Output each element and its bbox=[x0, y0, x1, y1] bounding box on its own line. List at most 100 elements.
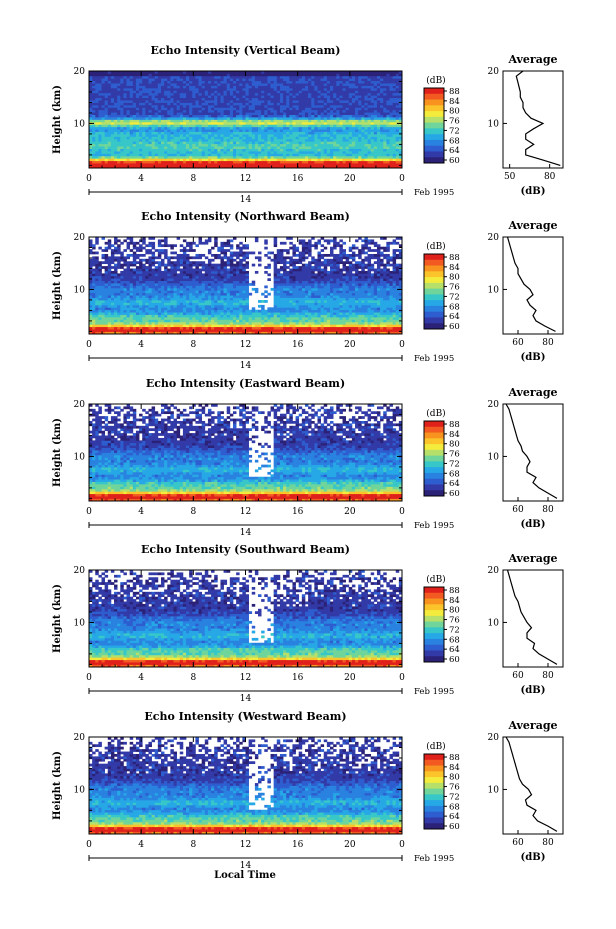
heatmap-cell bbox=[380, 146, 384, 149]
heatmap-cell bbox=[114, 80, 118, 84]
heatmap-cell bbox=[326, 92, 331, 96]
heatmap-cell bbox=[273, 124, 278, 128]
heatmap-cell bbox=[239, 312, 243, 315]
heatmap-cell bbox=[242, 165, 246, 169]
heatmap-cell bbox=[139, 319, 143, 323]
heatmap-cell bbox=[298, 317, 303, 320]
heatmap-cell bbox=[320, 85, 325, 89]
heatmap-cell bbox=[261, 85, 265, 89]
heatmap-cell bbox=[389, 326, 393, 330]
heatmap-cell bbox=[173, 146, 177, 149]
heatmap-cell bbox=[170, 155, 174, 159]
heatmap-cell bbox=[142, 71, 146, 74]
heatmap-cell bbox=[164, 114, 168, 118]
heatmap-cell bbox=[276, 114, 281, 118]
heatmap-cell bbox=[239, 119, 243, 123]
heatmap-cell bbox=[120, 121, 124, 125]
heatmap-cell bbox=[267, 73, 271, 77]
heatmap-cell bbox=[264, 143, 268, 147]
heatmap-cell bbox=[386, 324, 390, 328]
heatmap-cell bbox=[395, 314, 400, 318]
heatmap-cell bbox=[333, 75, 337, 79]
heatmap-cell bbox=[207, 71, 212, 74]
heatmap-cell bbox=[273, 319, 278, 323]
heatmap-cell bbox=[148, 319, 152, 323]
heatmap-cell bbox=[139, 155, 143, 159]
heatmap-cell bbox=[142, 73, 146, 77]
heatmap-cell bbox=[330, 329, 334, 332]
heatmap-cell bbox=[211, 92, 215, 96]
heatmap-cell bbox=[160, 151, 165, 154]
heatmap-cell bbox=[95, 143, 99, 147]
heatmap-cell bbox=[239, 143, 243, 147]
heatmap-cell bbox=[95, 321, 99, 325]
heatmap-cell bbox=[117, 131, 121, 135]
heatmap-cell bbox=[195, 87, 199, 91]
heatmap-cell bbox=[186, 75, 190, 79]
heatmap-cell bbox=[182, 163, 187, 166]
heatmap-cell bbox=[345, 165, 350, 169]
heatmap-cell bbox=[267, 314, 271, 318]
heatmap-cell bbox=[201, 83, 206, 86]
heatmap-cell bbox=[98, 85, 102, 89]
heatmap-cell bbox=[145, 109, 149, 113]
heatmap-cell bbox=[261, 114, 265, 118]
heatmap-cell bbox=[145, 104, 149, 108]
heatmap-cell bbox=[351, 90, 356, 94]
heatmap-cell bbox=[323, 104, 328, 108]
heatmap-cell bbox=[179, 314, 184, 318]
heatmap-cell bbox=[167, 87, 171, 91]
heatmap-cell bbox=[139, 153, 143, 157]
heatmap-cell bbox=[98, 146, 102, 149]
heatmap-cell bbox=[398, 85, 403, 89]
heatmap-cell bbox=[251, 317, 256, 320]
heatmap-cell bbox=[380, 75, 384, 79]
heatmap-cell bbox=[317, 319, 321, 323]
heatmap-cell bbox=[367, 134, 372, 137]
heatmap-cell bbox=[151, 151, 156, 154]
heatmap-cell bbox=[242, 141, 246, 145]
heatmap-cell bbox=[132, 317, 137, 320]
heatmap-cell bbox=[301, 319, 306, 323]
heatmap-cell bbox=[217, 324, 221, 328]
heatmap-cell bbox=[211, 136, 215, 140]
heatmap-cell bbox=[358, 148, 362, 152]
heatmap-cell bbox=[383, 324, 387, 328]
heatmap-cell bbox=[192, 143, 196, 147]
heatmap-cell bbox=[270, 329, 275, 332]
heatmap-cell bbox=[160, 155, 165, 159]
heatmap-cell bbox=[123, 75, 127, 79]
heatmap-cell bbox=[126, 148, 131, 152]
heatmap-cell bbox=[301, 314, 306, 318]
heatmap-cell bbox=[170, 90, 174, 94]
heatmap-cell bbox=[192, 141, 196, 145]
heatmap-cell bbox=[142, 100, 146, 103]
heatmap-cell bbox=[298, 114, 303, 118]
heatmap-cell bbox=[98, 87, 102, 91]
heatmap-cell bbox=[261, 90, 265, 94]
heatmap-cell bbox=[151, 329, 156, 332]
heatmap-cell bbox=[383, 78, 387, 82]
heatmap-cell bbox=[120, 107, 124, 111]
heatmap-cell bbox=[248, 314, 253, 318]
heatmap-cell bbox=[333, 329, 337, 332]
heatmap-cell bbox=[170, 158, 174, 162]
heatmap-cell bbox=[154, 138, 159, 142]
heatmap-cell bbox=[95, 141, 99, 145]
heatmap-cell bbox=[145, 329, 149, 332]
heatmap-cell bbox=[104, 124, 109, 128]
heatmap-cell bbox=[120, 331, 124, 335]
heatmap-cell bbox=[101, 155, 105, 159]
heatmap-cell bbox=[207, 134, 212, 137]
heatmap-cell bbox=[389, 80, 393, 84]
heatmap-cell bbox=[154, 124, 159, 128]
heatmap-cell bbox=[164, 158, 168, 162]
heatmap-cell bbox=[342, 87, 347, 91]
heatmap-cell bbox=[392, 102, 397, 106]
heatmap-cell bbox=[160, 85, 165, 89]
heatmap-cell bbox=[114, 87, 118, 91]
heatmap-cell bbox=[367, 153, 372, 157]
heatmap-cell bbox=[195, 73, 199, 77]
heatmap-cell bbox=[198, 85, 203, 89]
heatmap-cell bbox=[186, 92, 190, 96]
